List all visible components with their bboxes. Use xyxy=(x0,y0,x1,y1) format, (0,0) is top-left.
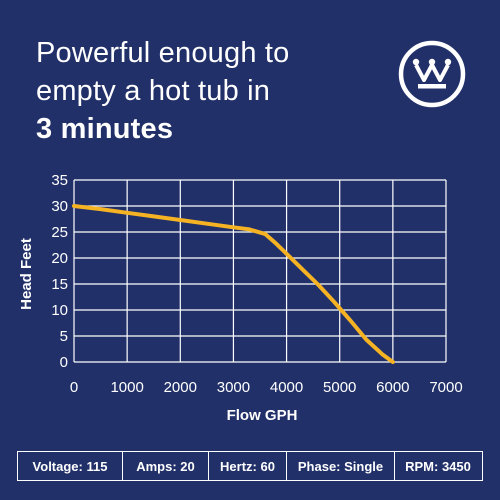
chart-grid xyxy=(73,179,447,363)
y-tick-label: 10 xyxy=(51,302,68,319)
y-tick-label: 35 xyxy=(51,172,68,189)
x-axis-label: Flow GPH xyxy=(227,407,298,424)
spec-hertz: Hertz: 60 xyxy=(209,452,287,480)
x-tick-label: 0 xyxy=(70,379,78,396)
y-tick-label: 20 xyxy=(51,250,68,267)
pump-curve-line xyxy=(72,204,395,364)
pump-curve-chart: 0 5 10 15 20 25 30 35 0 1000 2000 3000 4000 5000 6000… xyxy=(18,172,463,424)
specs-bar: Voltage: 115 Amps: 20 Hertz: 60 Phase: S… xyxy=(17,451,483,481)
chart-series xyxy=(72,204,395,364)
x-tick-label: 6000 xyxy=(376,379,409,396)
headline-line-2: empty a hot tub in xyxy=(36,75,271,107)
x-tick-label: 3000 xyxy=(217,379,250,396)
y-axis-label: Head Feet xyxy=(18,238,35,310)
y-tick-label: 30 xyxy=(51,198,68,215)
x-tick-label: 7000 xyxy=(429,379,462,396)
x-tick-label: 1000 xyxy=(110,379,143,396)
headline-line-3: 3 minutes xyxy=(36,113,174,145)
y-tick-label: 5 xyxy=(60,328,68,345)
y-tick-label: 15 xyxy=(51,276,68,293)
westinghouse-w-logo-icon xyxy=(398,40,466,108)
x-tick-label: 2000 xyxy=(164,379,197,396)
spec-voltage: Voltage: 115 xyxy=(18,452,123,480)
y-tick-labels: 0 5 10 15 20 25 30 35 xyxy=(51,172,68,371)
spec-amps: Amps: 20 xyxy=(123,452,209,480)
spec-rpm: RPM: 3450 xyxy=(405,458,471,474)
y-tick-label: 25 xyxy=(51,224,68,241)
spec-phase: Phase: Single xyxy=(287,452,395,480)
x-tick-label: 5000 xyxy=(323,379,356,396)
headline-line-1: Powerful enough to xyxy=(36,37,290,69)
headline: Powerful enough to empty a hot tub in 3 … xyxy=(36,34,356,148)
y-tick-label: 0 xyxy=(60,354,68,371)
x-tick-label: 4000 xyxy=(270,379,303,396)
x-tick-labels: 0 1000 2000 3000 4000 5000 6000 7000 xyxy=(70,379,463,396)
